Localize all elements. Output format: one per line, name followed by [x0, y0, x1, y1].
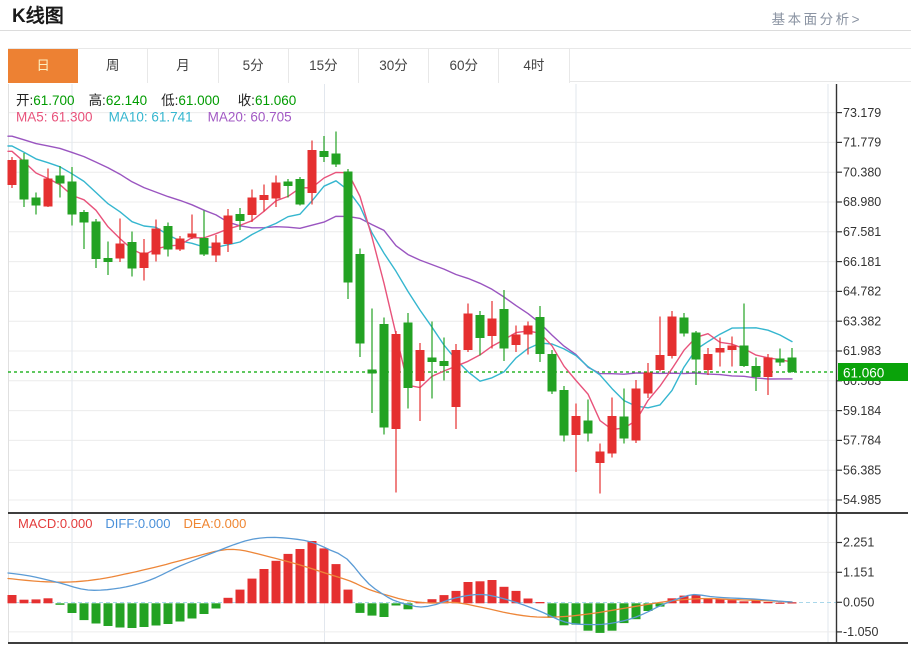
svg-text:0.050: 0.050 — [843, 596, 874, 610]
svg-text:71.779: 71.779 — [843, 136, 881, 150]
svg-text:54.985: 54.985 — [843, 493, 881, 507]
svg-text:1.151: 1.151 — [843, 566, 874, 580]
svg-text:-1.050: -1.050 — [843, 625, 878, 639]
svg-text:68.980: 68.980 — [843, 195, 881, 209]
svg-text:73.179: 73.179 — [843, 106, 881, 120]
svg-text:2.251: 2.251 — [843, 536, 874, 550]
svg-text:70.380: 70.380 — [843, 165, 881, 179]
svg-text:56.385: 56.385 — [843, 463, 881, 477]
svg-text:61.983: 61.983 — [843, 344, 881, 358]
svg-text:66.181: 66.181 — [843, 255, 881, 269]
svg-text:59.184: 59.184 — [843, 404, 881, 418]
svg-text:61.060: 61.060 — [843, 366, 884, 381]
svg-text:63.382: 63.382 — [843, 314, 881, 328]
svg-text:67.581: 67.581 — [843, 225, 881, 239]
svg-text:64.782: 64.782 — [843, 285, 881, 299]
svg-text:57.784: 57.784 — [843, 434, 881, 448]
